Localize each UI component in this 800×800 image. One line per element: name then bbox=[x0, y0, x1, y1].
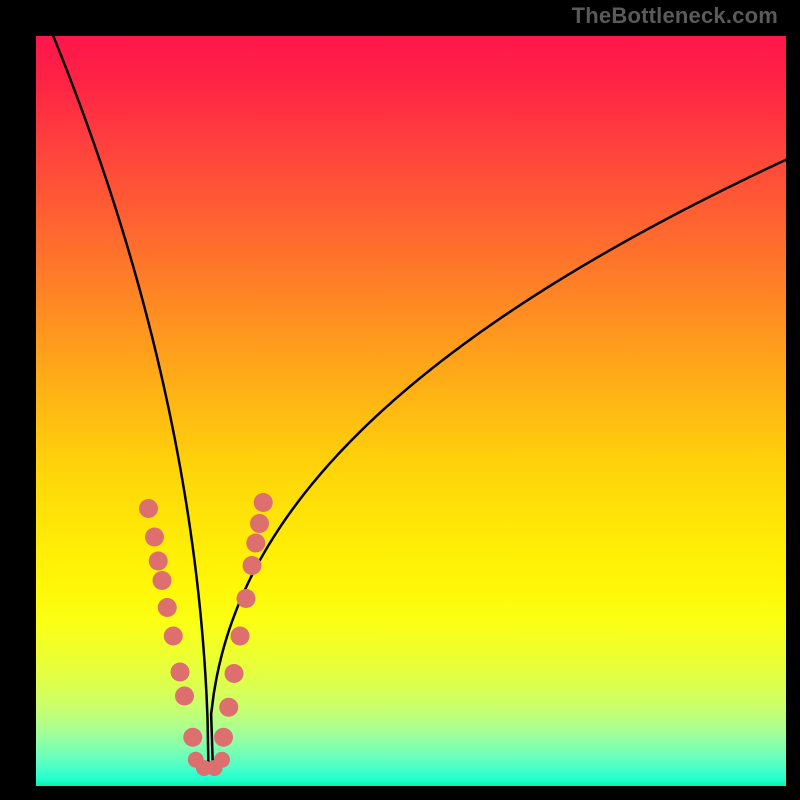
gradient-background bbox=[36, 36, 786, 786]
data-point bbox=[139, 499, 158, 518]
data-point bbox=[237, 589, 256, 608]
data-point bbox=[149, 552, 168, 571]
data-point bbox=[153, 571, 172, 590]
data-point bbox=[219, 698, 238, 717]
watermark-text: TheBottleneck.com bbox=[572, 3, 778, 29]
data-point bbox=[164, 627, 183, 646]
plot-area bbox=[0, 0, 800, 800]
data-point bbox=[183, 728, 202, 747]
data-point bbox=[171, 663, 190, 682]
data-point bbox=[231, 627, 250, 646]
data-point bbox=[214, 728, 233, 747]
data-point bbox=[250, 514, 269, 533]
chart-frame: TheBottleneck.com bbox=[0, 0, 800, 800]
data-point bbox=[175, 687, 194, 706]
data-point bbox=[243, 556, 262, 575]
data-point bbox=[214, 752, 230, 768]
data-point bbox=[254, 493, 273, 512]
data-point bbox=[246, 534, 265, 553]
data-point bbox=[145, 528, 164, 547]
data-point bbox=[225, 664, 244, 683]
data-point bbox=[158, 598, 177, 617]
chart-svg bbox=[0, 0, 800, 800]
